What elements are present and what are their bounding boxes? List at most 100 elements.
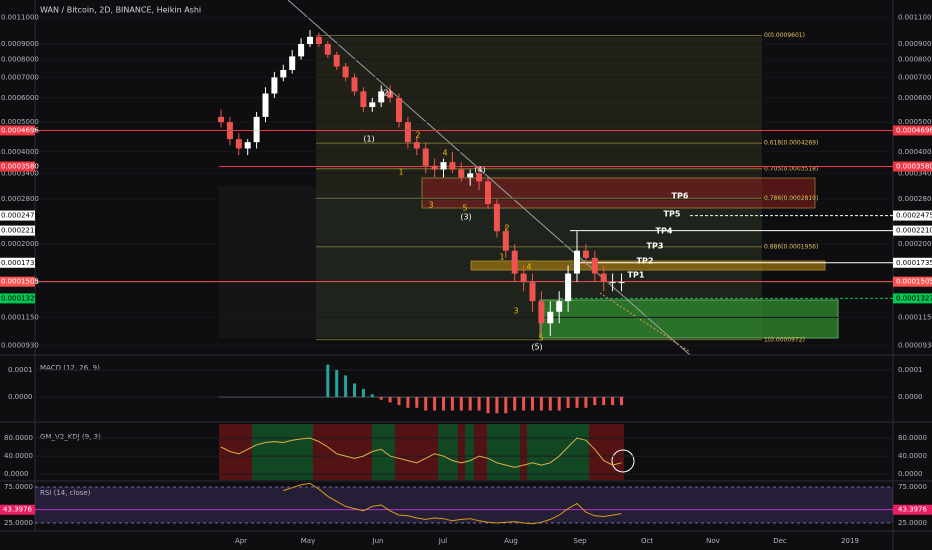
candle-body	[538, 301, 545, 324]
price-badge	[0, 125, 35, 136]
target-label: TP5	[664, 210, 681, 219]
wave-count: 1	[499, 253, 504, 262]
y-tick-label: 0.0005000	[898, 118, 932, 126]
price-badge	[0, 161, 35, 172]
y-tick-label: 0.0000930	[898, 342, 932, 350]
wave-count: 3	[513, 307, 518, 316]
candle-body	[440, 162, 447, 170]
price-badge-label: 0.0004696	[1, 126, 39, 134]
price-badge-label: 0.0003580	[896, 163, 932, 171]
macd-bar	[504, 397, 508, 414]
y-tick-label: 75.0000	[898, 483, 927, 491]
macd-bar	[353, 383, 356, 398]
y-tick-label: 0.0009000	[1, 40, 39, 48]
y-tick-label: 0.0000930	[1, 342, 39, 350]
fib-label: 1(0.0000972)	[764, 336, 805, 343]
wave-count: 1	[398, 168, 403, 177]
macd-bar	[620, 397, 623, 406]
candle-body	[556, 301, 563, 312]
candle-body	[467, 173, 474, 178]
target-label: TP1	[628, 271, 645, 280]
macd-bar	[486, 397, 490, 414]
candle-body	[226, 122, 233, 140]
y-tick-label: 25.0000	[898, 519, 927, 527]
macd-bar	[397, 397, 401, 406]
price-badge	[0, 293, 35, 304]
macd-bar	[326, 364, 330, 398]
x-tick-label: Jul	[438, 537, 448, 545]
y-tick-label: 25.0000	[4, 519, 33, 527]
y-tick-label: 0.0003400	[1, 169, 39, 177]
candle-body	[413, 142, 420, 149]
candle-body	[476, 173, 483, 182]
y-tick-label: 40.0000	[898, 452, 927, 460]
x-tick-label: Jun	[372, 537, 384, 545]
candle-body	[253, 116, 260, 143]
price-badge-label: 0.0002210	[1, 227, 39, 235]
price-badge	[0, 257, 35, 268]
y-tick-label: 0.0009000	[898, 40, 932, 48]
x-tick-label: May	[301, 537, 315, 545]
price-badge	[0, 225, 35, 236]
price-badge-label: 0.0001735	[1, 259, 39, 267]
candle-body	[289, 56, 296, 71]
price-badge	[893, 161, 932, 172]
wave-count: 2	[415, 131, 420, 140]
candle-body	[591, 257, 598, 274]
macd-bar	[522, 397, 526, 411]
fib-label: 0.786(0.0002819)	[764, 195, 818, 202]
x-tick-label: Aug	[504, 537, 518, 545]
tp2-box	[470, 260, 826, 271]
candle-body	[369, 102, 376, 108]
y-tick-label: 40.0000	[4, 452, 33, 460]
candle-body	[396, 97, 402, 123]
y-tick-label: 0.0001150	[1, 313, 39, 321]
fib-label: 0.886(0.0001956)	[764, 243, 818, 250]
candle-body	[378, 91, 385, 103]
y-tick-label: 0.0000	[898, 470, 923, 478]
y-tick-label: 0.0001	[898, 366, 923, 374]
macd-bar	[513, 397, 517, 411]
price-badge	[893, 125, 932, 136]
support-box	[539, 299, 839, 339]
kdj-title: GM_V2_KDJ (9, 3)	[40, 433, 101, 441]
wave-label: (1)	[363, 135, 374, 144]
price-badge	[893, 210, 932, 221]
wave-count: 5	[538, 334, 543, 343]
fib-label: 0.618(0.0004269)	[764, 140, 818, 147]
price-badge-label: 0.0001505	[1, 278, 39, 286]
candle-body	[618, 282, 625, 284]
y-tick-label: 0.0008000	[1, 56, 39, 64]
macd-bar	[575, 397, 579, 408]
macd-bar	[566, 397, 570, 408]
rsi-badge-label: 43.3976	[3, 506, 32, 514]
candle-body	[342, 66, 349, 78]
candle-body	[218, 116, 224, 123]
candle-body	[547, 311, 554, 324]
y-tick-label: 0.0001	[8, 366, 33, 374]
candle-body	[262, 93, 269, 117]
y-tick-label: 0.0002000	[1, 240, 39, 248]
y-tick-label: 0.0008000	[898, 56, 932, 64]
price-badge	[893, 276, 932, 287]
candle-body	[351, 77, 358, 92]
macd-bar	[344, 375, 348, 398]
macd-bar	[531, 397, 534, 411]
macd-bar	[442, 397, 445, 411]
macd-bar	[415, 397, 419, 408]
price-badge	[893, 257, 932, 268]
macd-bar	[450, 397, 454, 411]
price-badge-label: 0.0003580	[1, 163, 39, 171]
candle-body	[422, 148, 429, 166]
y-tick-label: 80.0000	[4, 434, 33, 442]
fib-label: 0(0.0009601)	[764, 32, 805, 39]
rsi-band	[35, 487, 893, 523]
candle-body	[333, 54, 340, 67]
rsi-title: RSI (14, close)	[40, 489, 91, 497]
candle-body	[458, 169, 465, 178]
macd-bar	[539, 397, 543, 411]
candle-body	[449, 162, 456, 170]
wave-count: 4	[526, 263, 531, 272]
highlight-circle	[611, 449, 635, 473]
candle-body	[565, 273, 572, 302]
